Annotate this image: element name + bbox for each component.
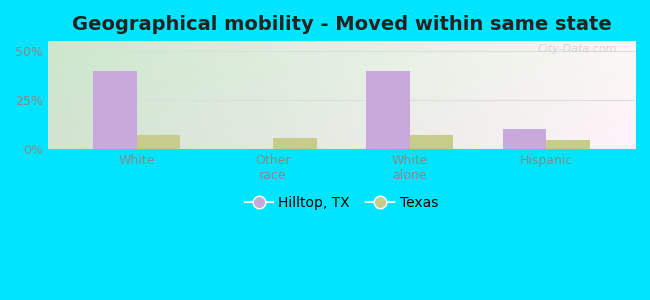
Bar bbox=[93, 70, 136, 149]
Bar bbox=[410, 135, 454, 149]
Bar bbox=[366, 70, 410, 149]
Bar bbox=[546, 140, 590, 149]
Legend: Hilltop, TX, Texas: Hilltop, TX, Texas bbox=[239, 190, 444, 216]
Title: Geographical mobility - Moved within same state: Geographical mobility - Moved within sam… bbox=[72, 15, 611, 34]
Bar bbox=[136, 135, 180, 149]
Bar bbox=[273, 138, 317, 149]
Bar bbox=[502, 129, 546, 149]
Text: City-Data.com: City-Data.com bbox=[538, 44, 617, 54]
